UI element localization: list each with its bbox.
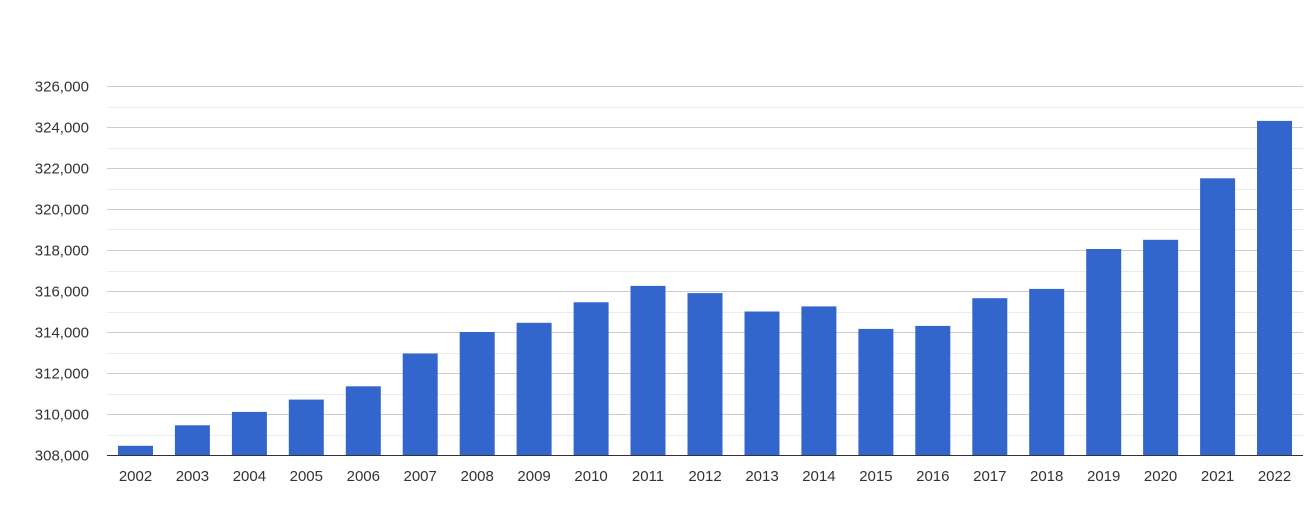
y-tick-label: 308,000 — [35, 448, 89, 465]
y-tick-label: 324,000 — [35, 120, 89, 137]
bar-2004[interactable] — [231, 411, 267, 455]
x-tick-label: 2016 — [916, 468, 949, 485]
x-tick-label: 2003 — [176, 468, 209, 485]
y-tick-label: 316,000 — [35, 284, 89, 301]
x-tick-label: 2018 — [1030, 468, 1063, 485]
x-tick-label: 2012 — [688, 468, 721, 485]
bar-2019[interactable] — [1086, 249, 1122, 455]
bar-2009[interactable] — [516, 322, 552, 455]
y-tick-label: 320,000 — [35, 202, 89, 219]
bar-2017[interactable] — [972, 298, 1008, 455]
bar-2007[interactable] — [402, 353, 438, 456]
bar-2020[interactable] — [1143, 239, 1179, 456]
bar-2002[interactable] — [118, 445, 153, 455]
y-tick-label: 310,000 — [35, 407, 89, 424]
bars — [118, 120, 1292, 456]
y-tick-label: 322,000 — [35, 161, 89, 178]
bar-2018[interactable] — [1029, 288, 1065, 455]
x-tick-label: 2004 — [233, 468, 266, 485]
y-tick-label: 326,000 — [35, 79, 89, 96]
x-tick-label: 2007 — [404, 468, 437, 485]
x-tick-label: 2010 — [574, 468, 607, 485]
y-tick-label: 314,000 — [35, 325, 89, 342]
x-tick-label: 2002 — [119, 468, 152, 485]
x-tick-label: 2015 — [859, 468, 892, 485]
x-tick-label: 2011 — [632, 468, 664, 485]
bar-2022[interactable] — [1257, 120, 1292, 456]
x-tick-label: 2005 — [290, 468, 323, 485]
bar-2010[interactable] — [573, 302, 609, 455]
x-tick-label: 2013 — [745, 468, 778, 485]
bar-2011[interactable] — [630, 285, 666, 455]
x-tick-label: 2017 — [973, 468, 1006, 485]
y-tick-label: 312,000 — [35, 366, 89, 383]
x-tick-label: 2019 — [1087, 468, 1120, 485]
x-tick-label: 2008 — [461, 468, 494, 485]
bar-2008[interactable] — [459, 332, 495, 455]
bar-2021[interactable] — [1200, 178, 1236, 456]
x-tick-label: 2021 — [1201, 468, 1234, 485]
x-tick-label: 2014 — [802, 468, 835, 485]
x-tick-label: 2022 — [1258, 468, 1291, 485]
bar-2005[interactable] — [288, 399, 324, 455]
bar-2012[interactable] — [687, 293, 723, 455]
bar-2006[interactable] — [345, 386, 381, 455]
bar-2016[interactable] — [915, 325, 951, 455]
x-axis-tick-labels: 2002 2003 2004 2005 2006 2007 2008 2009 2010 2011… — [119, 468, 1291, 485]
x-tick-label: 2009 — [517, 468, 550, 485]
bar-2003[interactable] — [174, 425, 210, 455]
x-tick-label: 2020 — [1144, 468, 1177, 485]
x-tick-label: 2006 — [347, 468, 380, 485]
y-axis-tick-labels: 308,000 310,000 312,000 314,000 316,000 318,0… — [35, 79, 89, 465]
bar-2014[interactable] — [801, 306, 837, 455]
bar-2015[interactable] — [858, 328, 894, 455]
bar-2013[interactable] — [744, 311, 780, 456]
y-tick-label: 318,000 — [35, 243, 89, 260]
